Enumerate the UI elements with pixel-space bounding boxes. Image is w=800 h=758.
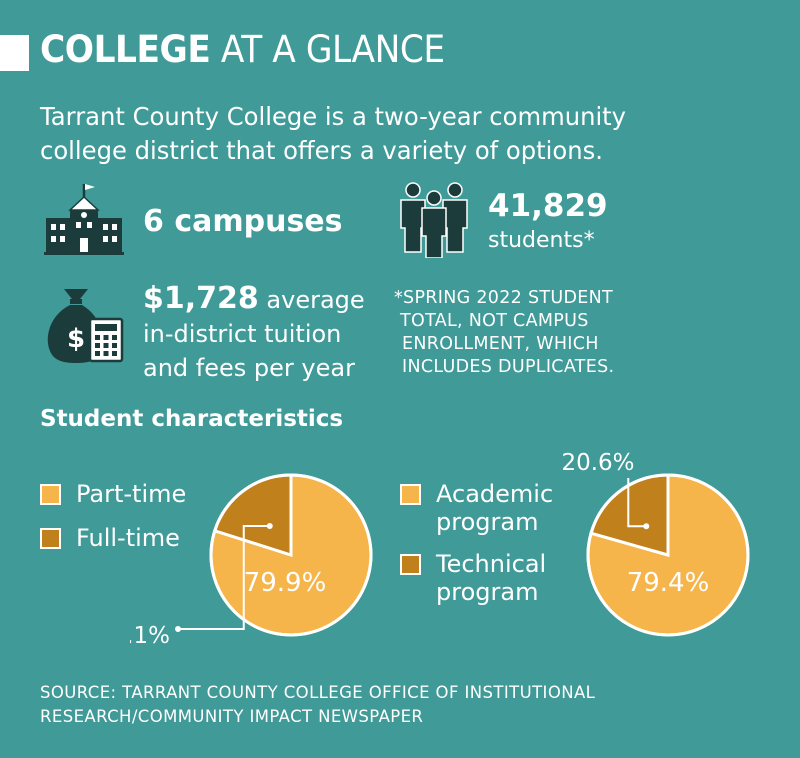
tuition-text-1: average — [266, 286, 365, 314]
students-number: 41,829 — [488, 188, 608, 224]
callout-dot-outer — [175, 626, 181, 632]
source-line: SOURCE: TARRANT COUNTY COLLEGE OFFICE OF… — [40, 683, 596, 702]
students-label: students* — [488, 228, 595, 253]
legend-item-part-time: Part-time — [40, 480, 186, 508]
money-bag-calculator-icon: $ — [47, 289, 124, 363]
legend-label: Part-time — [76, 480, 187, 508]
source-note: SOURCE: TARRANT COUNTY COLLEGE OFFICE OF… — [40, 681, 595, 729]
tuition-stat: $1,728 average in-district tuition and f… — [143, 282, 383, 385]
legend-program: Academic program Technical program — [400, 480, 590, 620]
tuition-amount: $1,728 — [143, 281, 259, 316]
data-label-part-time: 79.9% — [244, 568, 327, 598]
svg-text:$: $ — [67, 324, 85, 354]
section-heading: Student characteristics — [40, 406, 344, 432]
callout-line-technical — [627, 478, 647, 528]
pie-outline — [209, 473, 373, 637]
callout-dot-inner — [643, 523, 650, 530]
source-line: RESEARCH/COMMUNITY IMPACT NEWSPAPER — [40, 707, 424, 726]
legend-swatch — [400, 484, 421, 505]
people-group-icon — [400, 182, 468, 258]
legend-swatch — [40, 484, 61, 505]
school-building-icon — [44, 184, 124, 255]
legend-item-academic: Academic program — [400, 480, 590, 536]
footnote-line: *SPRING 2022 STUDENT — [394, 288, 613, 308]
legend-label: Full-time — [76, 524, 180, 552]
data-label-full-time: 20.1% — [130, 623, 170, 649]
legend-label: Technical program — [436, 550, 547, 606]
legend-swatch — [400, 554, 421, 575]
tuition-text-2: in-district tuition and fees per year — [143, 320, 355, 382]
data-label-academic: 79.4% — [627, 568, 710, 598]
pie-chart-enrollment: 79.9% 20.1% — [130, 473, 373, 649]
footnote-line: INCLUDES DUPLICATES. — [402, 357, 615, 377]
legend-label: Academic program — [436, 480, 554, 536]
title-light: AT A GLANCE — [220, 28, 445, 71]
footnote-line: ENROLLMENT, WHICH — [402, 334, 599, 354]
data-label-technical: 20.6% — [561, 450, 634, 476]
callout-dot-inner — [266, 522, 273, 529]
intro-text: Tarrant County College is a two-year com… — [40, 102, 627, 165]
callout-line-full-time — [178, 524, 270, 630]
campuses-stat: 6 campuses — [143, 204, 343, 239]
page-title: COLLEGE AT A GLANCE — [40, 28, 445, 71]
pie-chart-program: 79.4% 20.6% — [561, 450, 750, 637]
pie-outline — [586, 473, 750, 637]
title-accent-bar — [0, 35, 29, 71]
title-bold: COLLEGE — [40, 28, 211, 71]
legend-item-technical: Technical program — [400, 550, 590, 606]
students-footnote: *SPRING 2022 STUDENT TOTAL, NOT CAMPUS E… — [394, 287, 654, 379]
footnote-line: TOTAL, NOT CAMPUS — [400, 311, 589, 331]
legend-enrollment: Part-time Full-time — [40, 480, 186, 568]
legend-item-full-time: Full-time — [40, 524, 186, 552]
legend-swatch — [40, 528, 61, 549]
